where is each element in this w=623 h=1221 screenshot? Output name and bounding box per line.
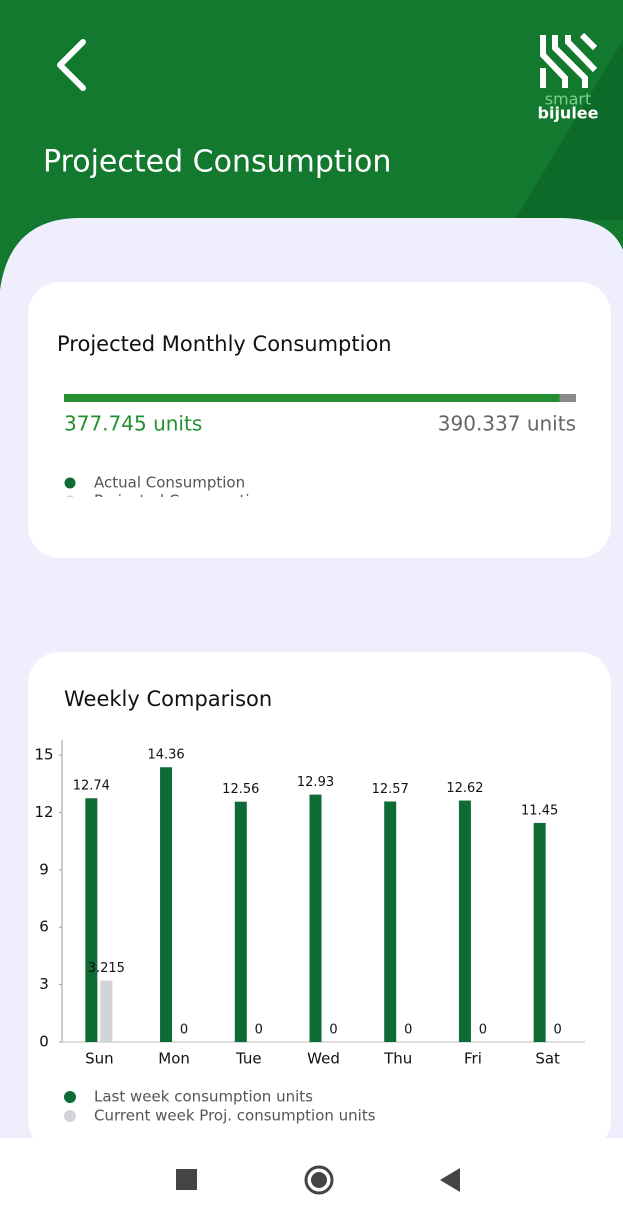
progress-fill — [64, 394, 560, 402]
logo — [540, 32, 598, 88]
y-tick-label: 12 — [34, 803, 53, 821]
bar — [458, 800, 471, 1042]
legend-label: Current week Proj. consumption units — [94, 1107, 376, 1125]
legend-dot — [66, 495, 74, 497]
nav-recents[interactable] — [176, 1169, 197, 1190]
bar — [160, 767, 173, 1042]
bar — [85, 798, 98, 1042]
nav-home-dot — [311, 1172, 327, 1188]
x-tick-label: Sat — [535, 1050, 560, 1068]
data-label: 12.57 — [372, 782, 409, 797]
data-label: 12.93 — [297, 775, 334, 790]
data-label: 11.45 — [521, 803, 558, 818]
legend-dot — [64, 1091, 76, 1103]
data-label: 0 — [554, 1023, 562, 1038]
y-tick-label: 9 — [39, 860, 49, 878]
bar — [533, 822, 546, 1042]
data-label: 12.56 — [222, 782, 259, 797]
x-tick-label: Mon — [158, 1050, 190, 1068]
logo-text: smart — [545, 90, 592, 109]
logo-text: bijulee — [538, 104, 599, 123]
actual-label: 377.745 units — [64, 412, 202, 436]
y-tick-label: 15 — [34, 746, 53, 764]
legend-dot — [64, 1110, 76, 1122]
card-title: Projected Monthly Consumption — [57, 332, 392, 356]
y-tick-label: 6 — [39, 918, 49, 936]
legend-label: Last week consumption units — [94, 1088, 313, 1106]
x-tick-label: Thu — [383, 1050, 412, 1068]
y-tick-label: 0 — [39, 1033, 49, 1051]
data-label: 0 — [255, 1023, 263, 1038]
data-label: 0 — [479, 1023, 487, 1038]
chart-title: Weekly Comparison — [64, 687, 272, 711]
x-tick-label: Wed — [307, 1050, 340, 1068]
x-tick-label: Fri — [464, 1050, 482, 1068]
data-label: 0 — [404, 1023, 412, 1038]
bar — [309, 794, 322, 1042]
nav-back[interactable] — [440, 1168, 460, 1192]
x-tick-label: Tue — [235, 1050, 262, 1068]
panel-top — [0, 218, 623, 300]
legend-dot — [64, 477, 76, 489]
card — [28, 282, 611, 558]
page-title: Projected Consumption — [43, 145, 391, 180]
data-label: 0 — [180, 1023, 188, 1038]
data-label: 12.62 — [446, 781, 483, 796]
bar — [100, 980, 113, 1042]
legend-label: Projected Consumption — [94, 492, 268, 510]
bar — [234, 801, 247, 1042]
legend-label: Actual Consumption — [94, 474, 245, 492]
nav-home[interactable] — [304, 1165, 334, 1195]
x-tick-label: Sun — [85, 1050, 114, 1068]
bar — [384, 801, 397, 1042]
data-label: 12.74 — [73, 779, 110, 794]
y-tick-label: 3 — [39, 975, 49, 993]
chart: 0 3 6 9 12 15 Sun 12.74 3.215 Mon 14.36 0 Tue 12.56 0 W… — [34, 740, 585, 1125]
back-button[interactable] — [57, 39, 86, 91]
header-decor — [515, 40, 623, 220]
data-label: 14.36 — [147, 748, 184, 763]
projected-label: 390.337 units — [438, 412, 576, 436]
data-label: 0 — [329, 1023, 337, 1038]
data-label: 3.215 — [88, 961, 125, 976]
